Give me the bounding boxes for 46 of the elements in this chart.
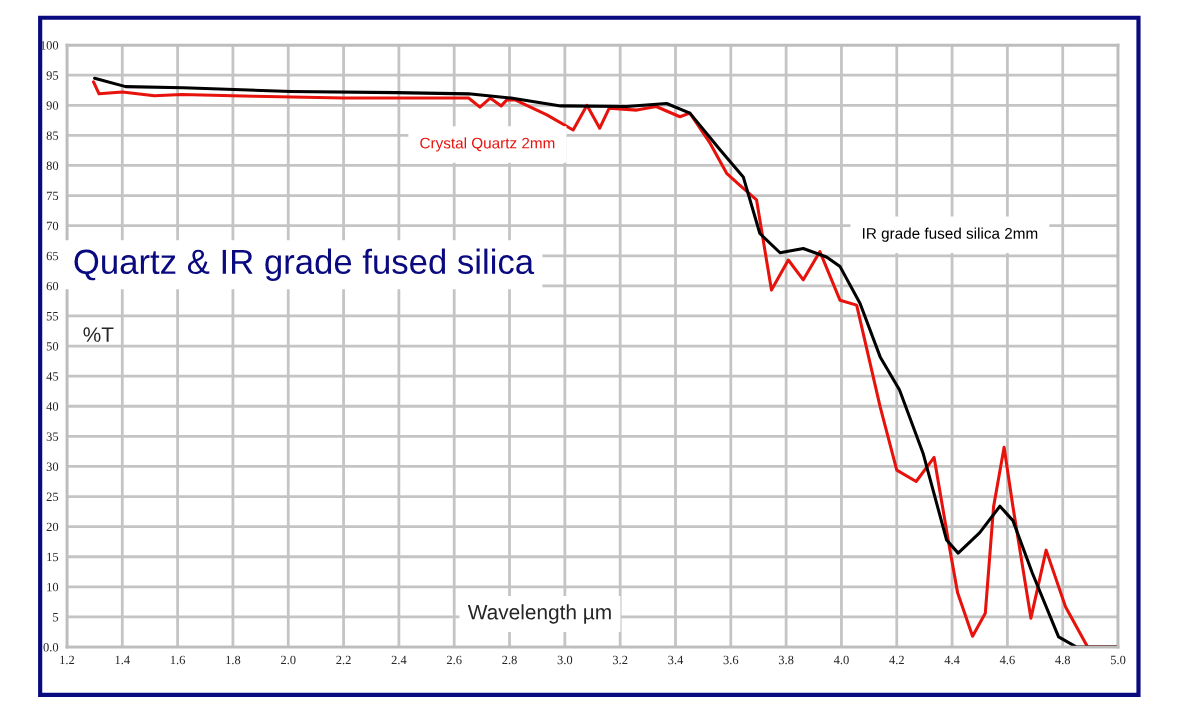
y-tick-label: 50 (46, 342, 59, 351)
y-tick-label: 25 (46, 492, 59, 502)
x-tick-label: 4.2 (889, 655, 904, 665)
x-tick-label: 4.0 (833, 655, 849, 665)
y-tick-label: 45 (46, 372, 59, 381)
x-tick-label: 1.2 (60, 655, 75, 665)
x-tick-label: 2.2 (336, 655, 351, 665)
y-tick-label: 35 (46, 432, 59, 441)
y-axis-title: %T (83, 327, 114, 342)
y-tick-label: 65 (46, 251, 59, 261)
x-tick-label: 5.0 (1110, 655, 1126, 665)
x-tick-label: 3.6 (723, 655, 739, 665)
x-tick-label: 2.8 (502, 655, 517, 665)
x-tick-label: 1.8 (226, 655, 241, 665)
y-tick-label: 0.0 (43, 643, 59, 652)
text: Quartz & IR grade fused silica (74, 248, 535, 281)
x-tick-label: 2.6 (446, 655, 462, 665)
y-tick-label: 90 (46, 101, 59, 110)
y-tick-label: 75 (46, 191, 59, 201)
x-tick-label: 2.4 (391, 655, 407, 665)
x-tick-label: 3.4 (668, 655, 684, 665)
x-tick-label: 3.2 (612, 655, 628, 665)
y-tick-label: 20 (46, 522, 59, 532)
y-tick-label: 5 (53, 613, 59, 622)
y-tick-label: 80 (46, 161, 59, 170)
x-tick-label: 3.0 (557, 655, 573, 665)
x-tick-label: 1.6 (170, 655, 186, 665)
x-axis-title: Wavelength µm (467, 604, 611, 624)
series-label: Crystal Quartz 2mm (420, 137, 555, 152)
text: IR grade fused silica 2mm (862, 227, 1038, 242)
y-tick-label: 100 (40, 41, 59, 50)
y-tick-label: 10 (47, 582, 59, 592)
y-tick-label: 15 (47, 552, 59, 562)
y-tick-label: 40 (46, 402, 59, 411)
x-tick-label: 1.4 (115, 655, 130, 665)
x-tick-label: 4.8 (1055, 655, 1071, 665)
x-tick-label: 4.6 (999, 655, 1015, 665)
y-tick-label: 70 (46, 221, 59, 231)
y-tick-label: 55 (46, 312, 59, 321)
y-tick-label: 85 (46, 131, 59, 140)
x-tick-label: 3.8 (778, 655, 794, 665)
y-tick-label: 60 (46, 281, 59, 291)
y-tick-label: 30 (46, 462, 59, 471)
x-tick-label: 4.4 (944, 655, 960, 665)
x-tick-label: 2.0 (280, 655, 296, 665)
y-tick-label: 95 (46, 71, 59, 80)
